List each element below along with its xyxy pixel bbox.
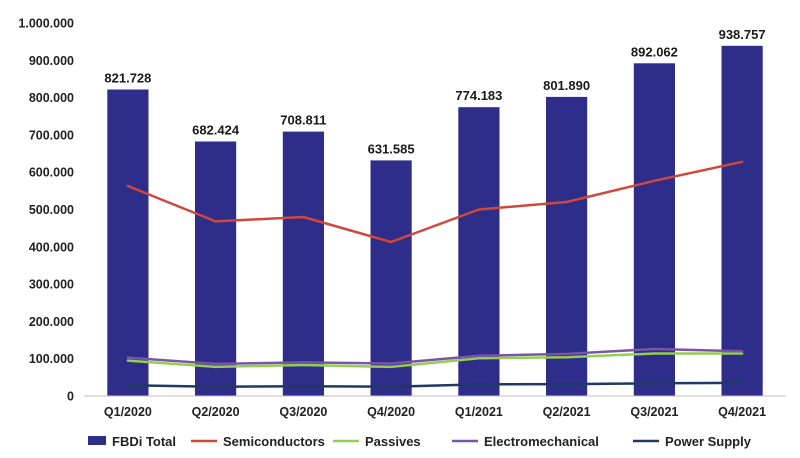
bar-data-label: 774.183 xyxy=(455,88,502,103)
bar xyxy=(370,160,412,396)
x-tick-label: Q1/2020 xyxy=(104,405,152,419)
bar xyxy=(633,63,675,397)
bar-data-label: 938.757 xyxy=(719,27,766,42)
x-tick-label: Q4/2020 xyxy=(367,405,415,419)
x-tick-label: Q3/2020 xyxy=(279,405,327,419)
bar-data-label: 801.890 xyxy=(543,78,590,93)
series-line-electromechanical xyxy=(126,347,744,366)
y-tick-label: 500.000 xyxy=(29,203,74,217)
bar xyxy=(721,45,763,397)
bar-data-labels: 821.728 682.424 708.811 631.585 774.183 801.8… xyxy=(104,27,765,157)
series-line-semiconductors xyxy=(126,160,744,244)
bar-data-label: 821.728 xyxy=(104,71,151,86)
y-tick-label: 100.000 xyxy=(29,352,74,366)
x-tick-label: Q1/2021 xyxy=(455,405,503,419)
legend-label: Electromechanical xyxy=(484,434,599,449)
bar xyxy=(458,107,500,396)
y-tick-label: 0 xyxy=(67,390,74,404)
bar-data-label: 892.062 xyxy=(631,44,678,59)
series-line-passives xyxy=(126,352,744,369)
x-tick-label: Q4/2021 xyxy=(718,405,766,419)
series-line-power-supply xyxy=(126,381,744,388)
x-tick-label: Q3/2021 xyxy=(630,405,678,419)
y-tick-label: 300.000 xyxy=(29,278,74,292)
y-tick-label: 400.000 xyxy=(29,240,74,254)
x-axis: Q1/2020 Q2/2020 Q3/2020 Q4/2020 Q1/2021 Q2/20… xyxy=(84,395,786,419)
bar-data-label: 708.811 xyxy=(280,113,326,128)
y-tick-label: 700.000 xyxy=(29,128,74,142)
legend-label: Power Supply xyxy=(665,434,752,449)
bar-data-label: 682.424 xyxy=(192,123,240,138)
y-tick-label: 800.000 xyxy=(29,91,74,105)
bar xyxy=(107,89,149,396)
y-tick-label: 1.000.000 xyxy=(18,17,74,31)
bar xyxy=(282,131,324,396)
y-tick-label: 900.000 xyxy=(29,54,74,68)
y-axis: 0 100.000 200.000 300.000 400.000 500.000 600.… xyxy=(18,17,74,404)
legend-label: Semiconductors xyxy=(223,434,325,449)
x-tick-label: Q2/2020 xyxy=(192,405,240,419)
bar xyxy=(546,96,588,397)
bars xyxy=(107,45,763,397)
legend-label: FBDi Total xyxy=(112,434,176,449)
legend-swatch xyxy=(88,436,106,445)
bar xyxy=(195,141,237,396)
lines xyxy=(126,160,744,388)
y-tick-label: 600.000 xyxy=(29,166,74,180)
y-tick-label: 200.000 xyxy=(29,315,74,329)
legend: FBDi Total Semiconductors Passives Electrom… xyxy=(88,434,752,449)
bar-data-label: 631.585 xyxy=(368,141,415,156)
x-tick-label: Q2/2021 xyxy=(543,405,591,419)
legend-label: Passives xyxy=(365,434,421,449)
